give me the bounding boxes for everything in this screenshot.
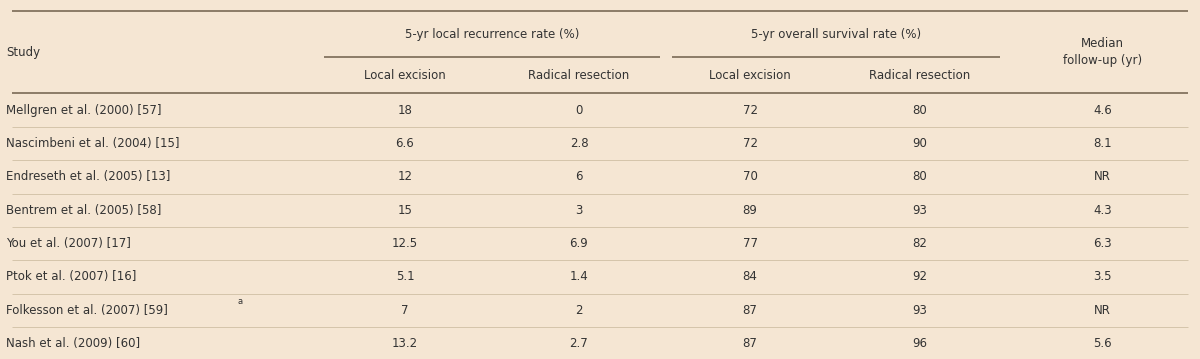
Text: 90: 90 — [912, 137, 928, 150]
Text: Bentrem et al. (2005) [58]: Bentrem et al. (2005) [58] — [6, 204, 161, 217]
Text: 89: 89 — [743, 204, 757, 217]
Text: You et al. (2007) [17]: You et al. (2007) [17] — [6, 237, 131, 250]
Text: 6: 6 — [575, 170, 583, 183]
Text: 92: 92 — [912, 270, 928, 284]
Text: a: a — [238, 297, 242, 306]
Text: 5-yr local recurrence rate (%): 5-yr local recurrence rate (%) — [404, 28, 580, 41]
Text: 87: 87 — [743, 337, 757, 350]
Text: 72: 72 — [743, 103, 757, 117]
Text: Local excision: Local excision — [364, 69, 446, 82]
Text: 4.3: 4.3 — [1093, 204, 1112, 217]
Text: 80: 80 — [912, 170, 928, 183]
Text: NR: NR — [1094, 170, 1111, 183]
Text: 2: 2 — [575, 304, 583, 317]
Text: 2.8: 2.8 — [570, 137, 588, 150]
Text: 12.5: 12.5 — [392, 237, 418, 250]
Text: Ptok et al. (2007) [16]: Ptok et al. (2007) [16] — [6, 270, 137, 284]
Text: 84: 84 — [743, 270, 757, 284]
Text: 5-yr overall survival rate (%): 5-yr overall survival rate (%) — [751, 28, 920, 41]
Text: Radical resection: Radical resection — [528, 69, 630, 82]
Text: 6.3: 6.3 — [1093, 237, 1112, 250]
Text: 82: 82 — [912, 237, 928, 250]
Text: 0: 0 — [575, 103, 583, 117]
Text: 7: 7 — [401, 304, 409, 317]
Text: Nascimbeni et al. (2004) [15]: Nascimbeni et al. (2004) [15] — [6, 137, 180, 150]
Text: 3.5: 3.5 — [1093, 270, 1112, 284]
Text: 13.2: 13.2 — [392, 337, 418, 350]
Text: 15: 15 — [397, 204, 413, 217]
Text: 72: 72 — [743, 137, 757, 150]
Text: Radical resection: Radical resection — [869, 69, 971, 82]
Text: 8.1: 8.1 — [1093, 137, 1112, 150]
Text: 5.6: 5.6 — [1093, 337, 1112, 350]
Text: NR: NR — [1094, 304, 1111, 317]
Text: 70: 70 — [743, 170, 757, 183]
Text: 6.9: 6.9 — [570, 237, 588, 250]
Text: 80: 80 — [912, 103, 928, 117]
Text: Study: Study — [6, 46, 40, 59]
Text: 77: 77 — [743, 237, 757, 250]
Text: 6.6: 6.6 — [396, 137, 414, 150]
Text: Median
follow-up (yr): Median follow-up (yr) — [1063, 37, 1142, 67]
Text: 2.7: 2.7 — [570, 337, 588, 350]
Text: 18: 18 — [397, 103, 413, 117]
Text: 5.1: 5.1 — [396, 270, 414, 284]
Text: 87: 87 — [743, 304, 757, 317]
Text: 96: 96 — [912, 337, 928, 350]
Text: 4.6: 4.6 — [1093, 103, 1112, 117]
Text: Nash et al. (2009) [60]: Nash et al. (2009) [60] — [6, 337, 140, 350]
Text: 1.4: 1.4 — [570, 270, 588, 284]
Text: Local excision: Local excision — [709, 69, 791, 82]
Text: Endreseth et al. (2005) [13]: Endreseth et al. (2005) [13] — [6, 170, 170, 183]
Text: Mellgren et al. (2000) [57]: Mellgren et al. (2000) [57] — [6, 103, 162, 117]
Text: Folkesson et al. (2007) [59]: Folkesson et al. (2007) [59] — [6, 304, 168, 317]
Text: 93: 93 — [912, 304, 928, 317]
Text: 12: 12 — [397, 170, 413, 183]
Text: 3: 3 — [575, 204, 583, 217]
Text: 93: 93 — [912, 204, 928, 217]
